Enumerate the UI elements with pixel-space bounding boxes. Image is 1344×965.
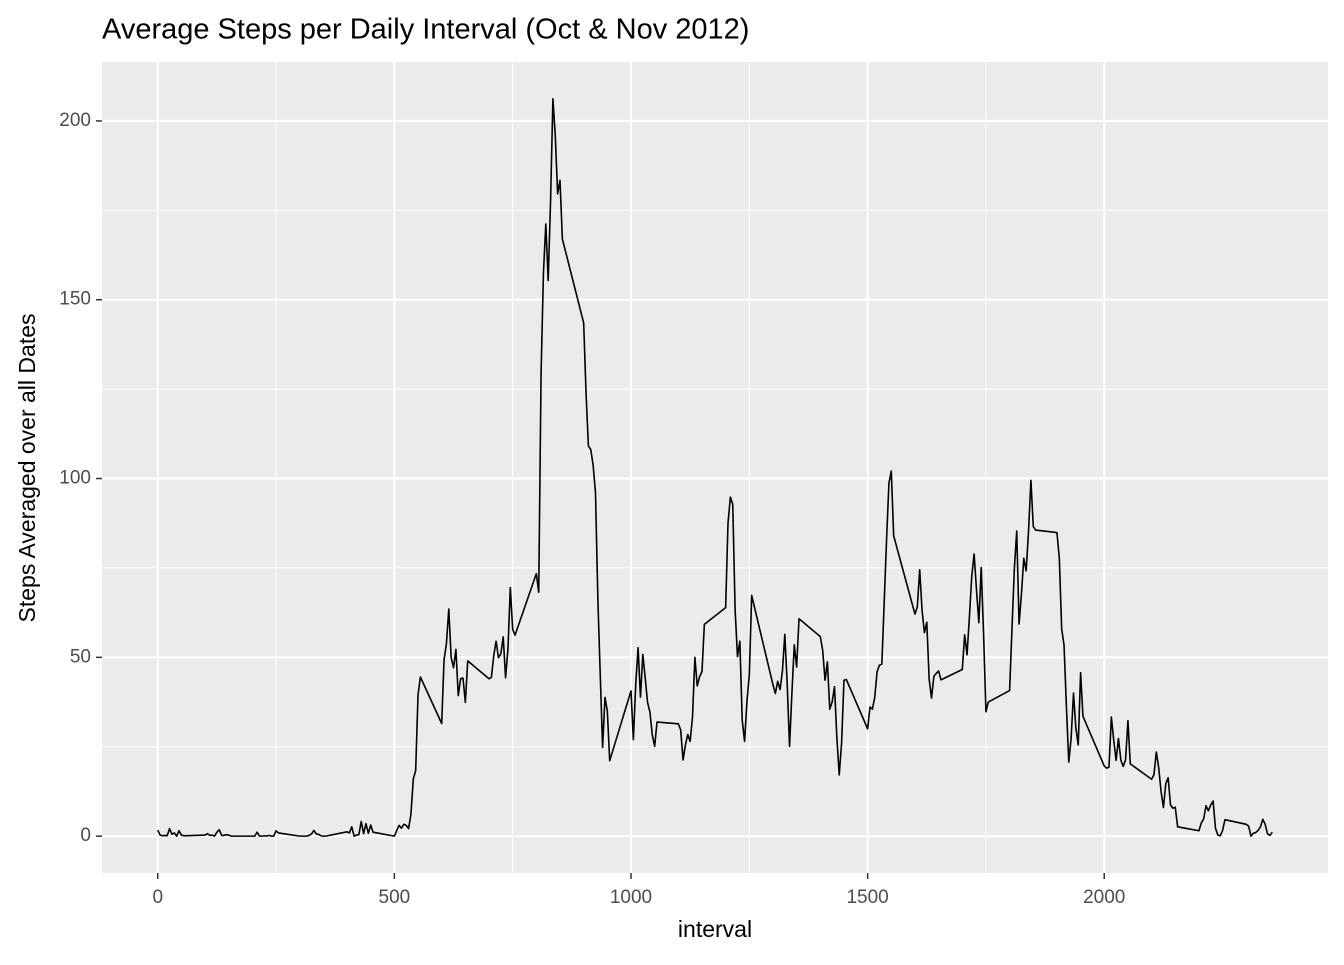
x-axis-label: interval bbox=[678, 916, 752, 942]
plot-panel bbox=[102, 62, 1328, 873]
x-tick-label: 0 bbox=[152, 887, 163, 908]
x-tick-label: 1000 bbox=[610, 887, 652, 908]
x-tick-label: 2000 bbox=[1083, 887, 1125, 908]
y-tick-label: 200 bbox=[59, 110, 91, 131]
y-tick-label: 150 bbox=[59, 289, 91, 310]
y-tick-label: 50 bbox=[70, 646, 91, 667]
chart-title: Average Steps per Daily Interval (Oct & … bbox=[102, 14, 749, 46]
y-tick-label: 0 bbox=[80, 825, 91, 846]
x-tick-label: 500 bbox=[379, 887, 411, 908]
x-tick-label: 1500 bbox=[846, 887, 888, 908]
y-tick-label: 100 bbox=[59, 468, 91, 489]
y-axis-label: Steps Averaged over all Dates bbox=[14, 314, 40, 623]
data-line bbox=[157, 97, 1273, 837]
